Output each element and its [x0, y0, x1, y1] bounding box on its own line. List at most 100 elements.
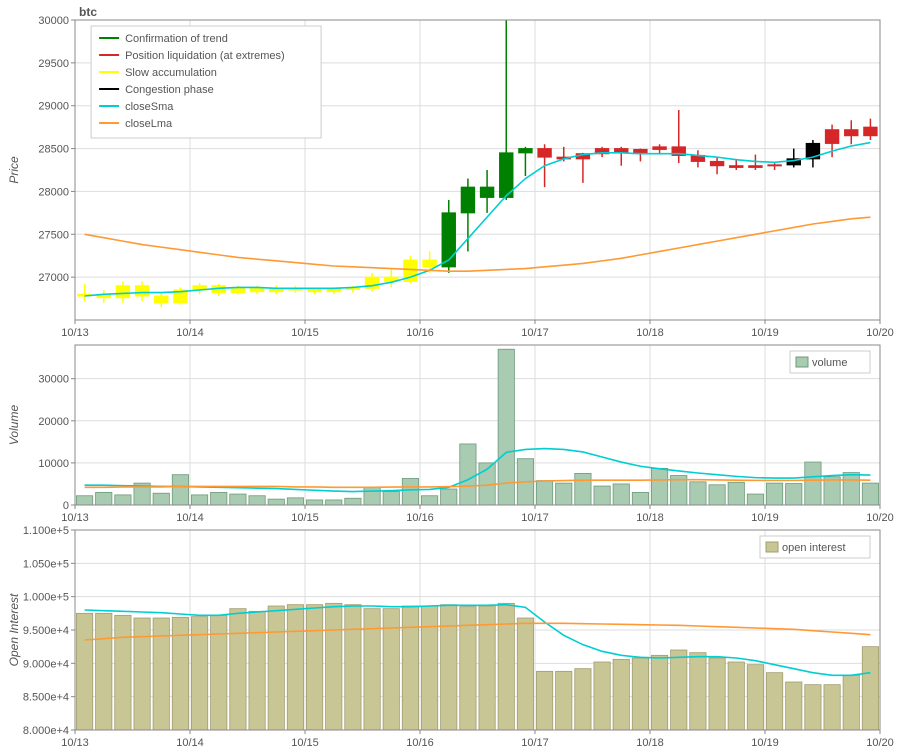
volume-bar — [843, 473, 859, 505]
ytick-label: 10000 — [38, 458, 69, 470]
xtick-label: 10/14 — [176, 512, 204, 524]
volume-bar — [460, 444, 476, 505]
oi-bar — [824, 685, 840, 730]
oi-bar — [690, 653, 706, 730]
candle-body — [538, 149, 551, 158]
volume-bar — [76, 496, 92, 505]
candle-body — [845, 130, 858, 136]
xtick-label: 10/15 — [291, 512, 319, 524]
xtick-label: 10/19 — [751, 327, 779, 339]
oi-bar — [211, 615, 227, 730]
xtick-label: 10/13 — [61, 737, 89, 749]
volume-bar — [862, 483, 878, 505]
volume-bar — [556, 483, 572, 505]
xtick-label: 10/14 — [176, 737, 204, 749]
chart-title: btc — [79, 5, 97, 19]
oi-bar — [441, 605, 457, 730]
oi-bar — [153, 618, 169, 730]
oi-bar — [536, 671, 552, 730]
volume-bar — [651, 468, 667, 505]
candle-body — [768, 165, 781, 166]
volume-bar — [766, 483, 782, 505]
oi-bar — [747, 665, 763, 730]
oi-bar — [575, 669, 591, 730]
xtick-label: 10/14 — [176, 327, 204, 339]
ytick-label: 20000 — [38, 416, 69, 428]
oi-bar — [76, 613, 92, 730]
xtick-label: 10/15 — [291, 737, 319, 749]
volume-bar — [805, 462, 821, 505]
candle-body — [634, 149, 647, 152]
ytick-label: 29500 — [38, 58, 69, 70]
ytick-label: 28500 — [38, 144, 69, 156]
candle-body — [423, 260, 436, 267]
panel-price: 27000275002800028500290002950030000Confi… — [7, 15, 894, 339]
oi-bar — [230, 609, 246, 730]
oi-bar — [421, 606, 437, 730]
ytick-label: 9.000e+4 — [23, 658, 69, 670]
oi-bar — [268, 606, 284, 730]
oi-bar — [96, 613, 112, 730]
oi-bar — [632, 658, 648, 730]
legend-label: volume — [812, 357, 847, 369]
volume-bar — [345, 498, 361, 505]
ytick-label: 30000 — [38, 15, 69, 27]
volume-lma — [85, 480, 871, 488]
volume-bar — [268, 499, 284, 505]
volume-bar — [326, 500, 342, 505]
volume-bar — [153, 493, 169, 505]
candle-body — [308, 290, 321, 292]
ylabel-price: Price — [7, 156, 21, 184]
legend-label: Confirmation of trend — [125, 33, 228, 45]
oi-bar — [172, 617, 188, 730]
ytick-label: 8.000e+4 — [23, 725, 69, 737]
oi-bar — [364, 609, 380, 730]
oi-bar — [556, 671, 572, 730]
xtick-label: 10/20 — [866, 512, 894, 524]
candle-body — [461, 187, 474, 213]
ytick-label: 0 — [63, 500, 69, 512]
legend-label: Position liquidation (at extremes) — [125, 50, 285, 62]
ytick-label: 30000 — [38, 374, 69, 386]
volume-bar — [172, 475, 188, 505]
xtick-label: 10/17 — [521, 327, 549, 339]
candle-body — [710, 161, 723, 165]
xtick-label: 10/19 — [751, 737, 779, 749]
oi-bar — [651, 655, 667, 730]
ytick-label: 8.500e+4 — [23, 692, 69, 704]
xtick-label: 10/18 — [636, 737, 664, 749]
xtick-label: 10/20 — [866, 327, 894, 339]
volume-bar — [575, 473, 591, 505]
xtick-label: 10/13 — [61, 512, 89, 524]
ylabel-volume: Volume — [7, 405, 21, 446]
legend-label: closeLma — [125, 118, 173, 130]
oi-bar — [786, 682, 802, 730]
candle-body — [519, 149, 532, 153]
xtick-label: 10/16 — [406, 512, 434, 524]
ytick-label: 1.000e+5 — [23, 592, 69, 604]
candle-body — [653, 147, 666, 150]
candle-body — [825, 130, 838, 144]
candle-body — [442, 213, 455, 267]
volume-bar — [613, 484, 629, 505]
oi-bar — [115, 615, 131, 730]
oi-bar — [287, 605, 303, 730]
volume-bar — [824, 477, 840, 505]
candle-body — [327, 289, 340, 292]
oi-bar — [862, 647, 878, 730]
candle-body — [749, 166, 762, 168]
volume-bar — [709, 485, 725, 505]
ytick-label: 27500 — [38, 229, 69, 241]
volume-bar — [249, 496, 265, 505]
ytick-label: 9.500e+4 — [23, 625, 69, 637]
ytick-label: 29000 — [38, 101, 69, 113]
oi-bar — [249, 611, 265, 730]
volume-bar — [402, 478, 418, 505]
candle-body — [155, 296, 168, 303]
oi-bar — [306, 605, 322, 730]
oi-bar — [671, 650, 687, 730]
ytick-label: 1.100e+5 — [23, 525, 69, 537]
panel-oi: 8.000e+4 8.500e+4 9.000e+4 9.500e+4 1.000e+5… — [7, 525, 894, 749]
line-closeLma — [85, 217, 871, 271]
volume-bar — [230, 494, 246, 505]
